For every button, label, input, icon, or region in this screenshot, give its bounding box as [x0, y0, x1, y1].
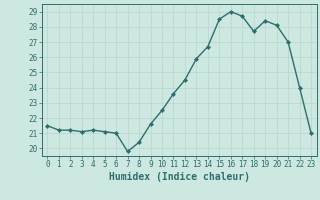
- X-axis label: Humidex (Indice chaleur): Humidex (Indice chaleur): [109, 172, 250, 182]
